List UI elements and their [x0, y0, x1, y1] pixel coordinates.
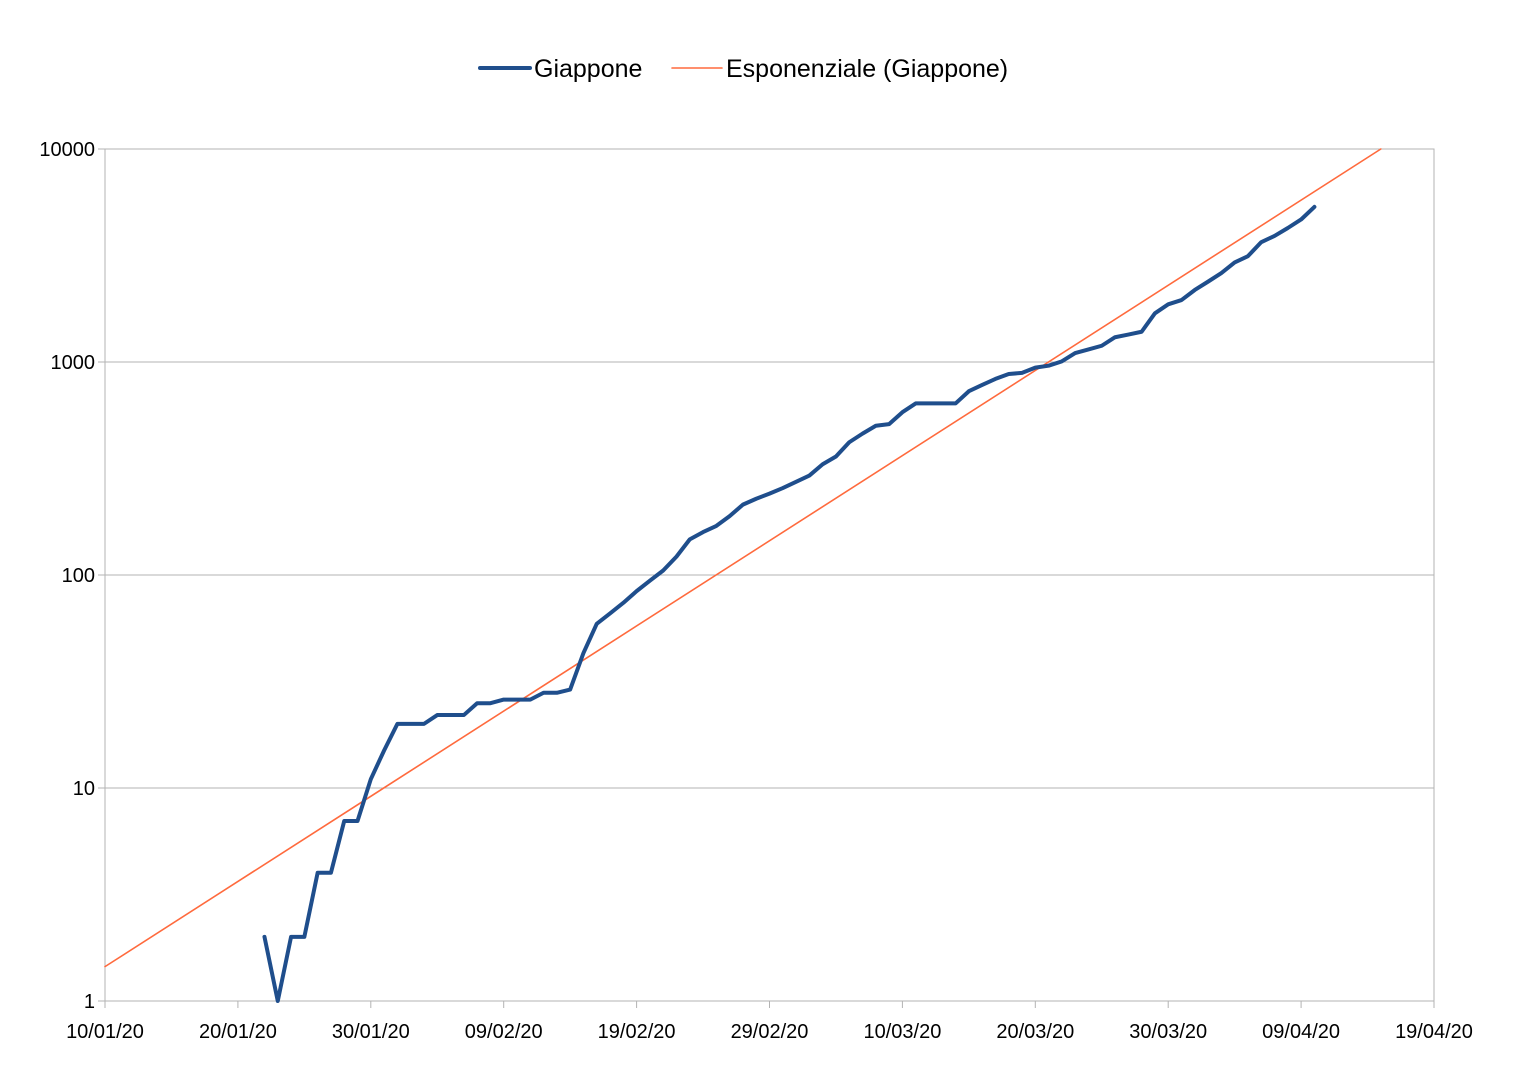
x-tick-label: 19/04/20 [1395, 1021, 1473, 1043]
y-tick-label: 1 [84, 991, 95, 1013]
x-tick-label: 19/02/20 [598, 1021, 676, 1043]
y-tick-label: 1000 [51, 352, 96, 374]
x-tick-label: 29/02/20 [731, 1021, 809, 1043]
x-tick-label: 20/01/20 [199, 1021, 277, 1043]
x-tick-label: 10/01/20 [66, 1021, 144, 1043]
x-tick-label: 30/03/20 [1129, 1021, 1207, 1043]
series-line-giappone [262, 204, 1317, 1003]
gridlines [105, 148, 1434, 1002]
legend-label: Giappone [534, 55, 642, 83]
series-layer [104, 148, 1382, 1003]
x-tick-label: 20/03/20 [996, 1021, 1074, 1043]
y-tick-label: 100 [62, 565, 95, 587]
y-tick-label: 10 [73, 778, 95, 800]
x-axis: 10/01/20 20/01/20 30/01/20 09/02/20 19/02/20… [66, 1001, 1473, 1043]
legend: Giappone Esponenziale (Giappone) [478, 55, 1008, 83]
x-tick-label: 30/01/20 [332, 1021, 410, 1043]
x-tick-label: 10/03/20 [863, 1021, 941, 1043]
legend-label: Esponenziale (Giappone) [726, 55, 1008, 83]
trendline-exponential [104, 148, 1382, 968]
y-tick-label: 10000 [39, 139, 95, 161]
y-axis: 1 10 100 1000 10000 [39, 139, 105, 1013]
x-tick-label: 09/02/20 [465, 1021, 543, 1043]
x-tick-label: 09/04/20 [1262, 1021, 1340, 1043]
